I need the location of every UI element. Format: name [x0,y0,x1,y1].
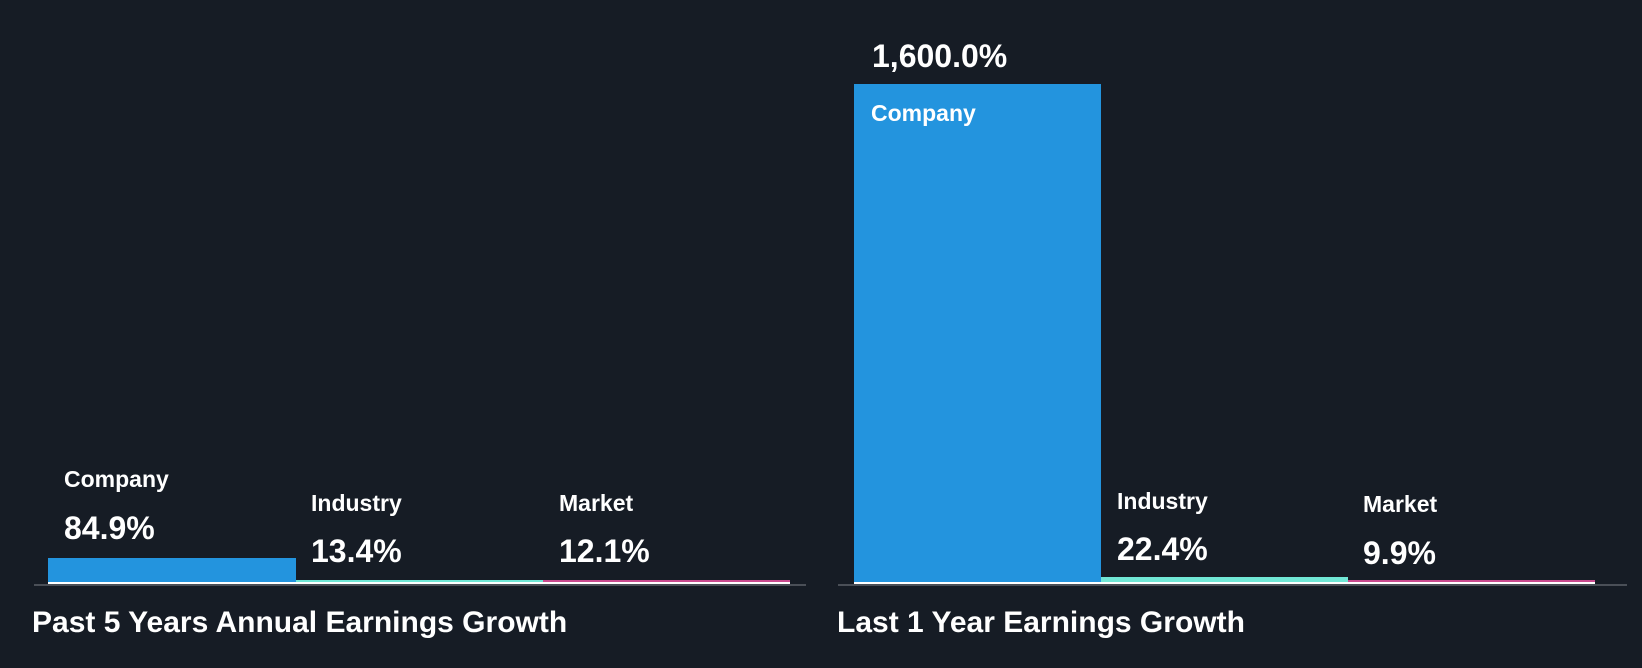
past-5-years-chart: Company 84.9% Industry 13.4% Market 12.1… [32,466,806,639]
company-label: Company [64,466,169,492]
chart-title: Past 5 Years Annual Earnings Growth [32,606,568,639]
industry-label: Industry [1117,488,1208,514]
industry-value: 22.4% [1117,531,1208,567]
last-1-year-chart: 1,600.0% Company Industry 22.4% Market 9… [821,0,1642,668]
bar-base-line [48,582,790,584]
company-value: 1,600.0% [872,38,1008,74]
industry-value: 13.4% [311,533,402,569]
bar-company [48,558,296,582]
bar-industry [1101,577,1348,582]
bar-industry [296,580,543,582]
market-value: 12.1% [559,533,650,569]
market-value: 9.9% [1363,535,1436,571]
x-axis-baseline [34,584,806,586]
market-label: Market [1363,491,1438,517]
company-value: 84.9% [64,510,155,546]
x-axis-baseline [838,584,1627,586]
bar-company [854,84,1101,582]
bar-base-line [854,582,1595,584]
bar-market [1348,580,1595,582]
industry-label: Industry [311,490,402,516]
company-label: Company [871,100,976,126]
chart-title: Last 1 Year Earnings Growth [837,606,1245,639]
bar-market [543,580,790,582]
market-label: Market [559,490,634,516]
